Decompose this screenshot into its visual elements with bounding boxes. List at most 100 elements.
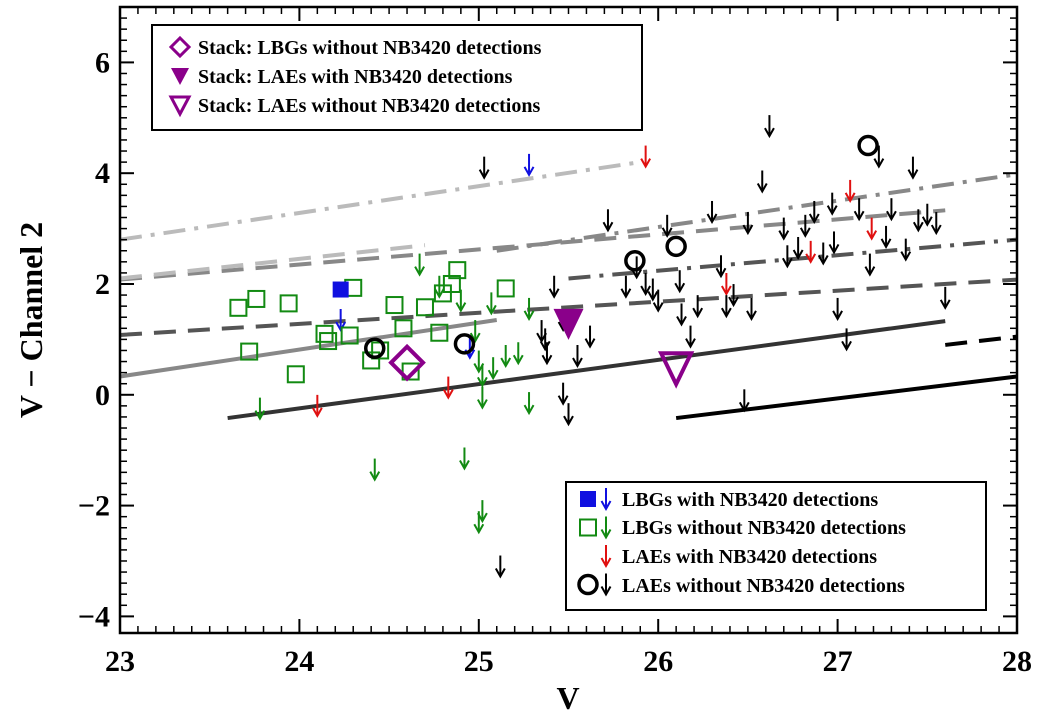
- series-2: [229, 261, 515, 384]
- upper-limit-arrow: [661, 214, 673, 238]
- x-tick-label: 23: [105, 645, 135, 678]
- upper-limit-arrow: [781, 245, 793, 269]
- upper-limit-arrow: [912, 209, 924, 233]
- arrow-head: [473, 523, 485, 535]
- upper-limit-arrow: [826, 192, 838, 216]
- upper-limit-arrow: [939, 286, 951, 310]
- arrow-head: [414, 266, 425, 277]
- data-point-circle-open: [624, 249, 646, 272]
- arrow-head: [674, 282, 686, 294]
- arrow-head: [792, 249, 804, 261]
- arrow-head: [541, 354, 553, 366]
- upper-limit-arrow: [652, 289, 664, 313]
- model-track-dashdot: [568, 237, 1018, 281]
- upper-limit-arrow: [685, 325, 696, 349]
- x-tick-label: 25: [464, 645, 494, 678]
- upper-limit-arrow: [728, 284, 739, 308]
- legend-bottom: LBGs with NB3420 detections LBGs without…: [565, 481, 987, 611]
- upper-limit-arrow: [921, 203, 933, 227]
- data-point-square-filled: [332, 281, 349, 298]
- upper-limit-arrow: [311, 394, 323, 418]
- series-0: [332, 281, 349, 298]
- legend-top-label-2: Stack: LAEs with NB3420 detections: [198, 66, 513, 88]
- data-points-layer: [229, 115, 951, 579]
- upper-limit-arrow: [539, 328, 551, 352]
- data-point-triangle-down-open-large: [657, 351, 695, 389]
- arrow-head: [469, 332, 481, 344]
- legend-bottom-marker: [579, 518, 597, 537]
- upper-limit-arrow: [676, 303, 687, 327]
- legend-bottom-label-3: LAEs with NB3420 detections: [622, 546, 877, 568]
- data-point-square-open: [240, 342, 259, 361]
- x-tick-label: 28: [1002, 645, 1032, 678]
- data-point-square-open: [430, 323, 449, 342]
- legend-bottom-label-2: LBGs without NB3420 detections: [622, 517, 906, 539]
- upper-limit-arrow: [886, 198, 897, 222]
- arrow-head: [640, 158, 652, 169]
- arrow-head: [584, 338, 596, 349]
- arrow-head: [930, 224, 942, 236]
- model-track-solid: [675, 374, 1018, 421]
- upper-limit-arrow: [674, 270, 686, 294]
- model-track-solid: [227, 319, 946, 421]
- upper-limit-arrow: [631, 256, 643, 280]
- legend-top-marker: [168, 35, 192, 59]
- arrow-head: [548, 288, 560, 299]
- data-point-square-open: [286, 365, 305, 384]
- upper-limit-arrow: [873, 145, 885, 169]
- arrow-head: [640, 285, 652, 297]
- upper-limit-arrow: [721, 295, 732, 319]
- legend-top-box: [151, 24, 643, 131]
- y-tick-label: −2: [78, 490, 110, 523]
- arrow-head: [728, 296, 739, 308]
- arrow-head: [433, 288, 445, 299]
- upper-limit-arrow: [512, 342, 524, 366]
- upper-limit-arrow: [442, 376, 454, 400]
- y-tick-label: −4: [78, 600, 110, 633]
- data-point-square-open: [315, 324, 334, 343]
- upper-limit-arrow: [756, 170, 768, 194]
- arrow-head: [866, 230, 878, 241]
- upper-limit-arrow: [844, 179, 856, 203]
- arrow-head: [826, 205, 838, 216]
- arrow-head: [832, 310, 843, 321]
- arrow-head: [738, 401, 750, 413]
- data-point-circle-open: [665, 235, 687, 258]
- data-point-square-open: [247, 289, 266, 308]
- upper-limit-arrow: [494, 555, 506, 579]
- upper-limit-arrow: [778, 217, 790, 241]
- arrow-head: [721, 285, 732, 297]
- data-point-circle-open: [363, 337, 386, 360]
- arrow-head: [523, 310, 535, 321]
- arrow-head: [844, 192, 856, 203]
- legend-bottom-arrow: [600, 516, 612, 540]
- arrow-head: [455, 302, 467, 313]
- upper-limit-arrow: [602, 209, 614, 233]
- legend-bottom-box: [565, 481, 987, 611]
- series-4: [311, 145, 878, 418]
- legend-bottom-arrow: [600, 573, 612, 597]
- upper-limit-arrow: [572, 345, 583, 369]
- arrow-head: [631, 268, 643, 280]
- upper-limit-arrow: [369, 458, 381, 482]
- arrow-head: [873, 158, 885, 169]
- upper-limit-arrow: [907, 156, 919, 180]
- arrow-head: [756, 183, 768, 194]
- upper-limit-arrow: [640, 145, 652, 169]
- upper-limit-arrow: [500, 345, 512, 369]
- model-track-dashdot: [119, 160, 641, 242]
- arrow-head: [369, 471, 381, 482]
- upper-limit-arrow: [473, 511, 485, 535]
- upper-limit-arrow: [853, 198, 865, 222]
- arrow-head: [721, 307, 732, 319]
- arrow-head: [600, 557, 612, 569]
- arrow-head: [715, 267, 727, 279]
- upper-limit-arrow: [828, 231, 840, 255]
- arrow-head: [477, 399, 488, 410]
- arrow-head: [764, 127, 775, 139]
- series-6: [478, 115, 951, 579]
- data-point-circle-open: [453, 333, 476, 355]
- arrow-head: [799, 227, 811, 238]
- legend-top-marker: [171, 68, 189, 85]
- arrow-head: [652, 302, 664, 313]
